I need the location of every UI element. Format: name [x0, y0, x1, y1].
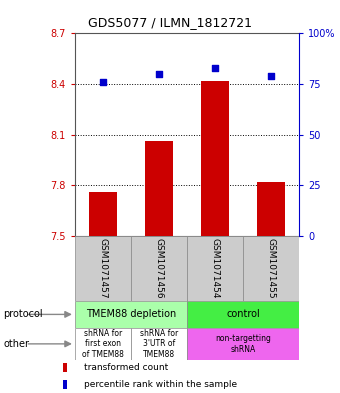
Text: control: control	[226, 309, 260, 320]
Bar	[187, 328, 299, 360]
Bar	[63, 380, 67, 389]
Text: transformed count: transformed count	[84, 363, 169, 372]
Text: TMEM88 depletion: TMEM88 depletion	[86, 309, 176, 320]
Bar	[75, 301, 187, 328]
Text: GSM1071455: GSM1071455	[267, 238, 276, 299]
Point	[156, 71, 162, 77]
Bar	[187, 301, 299, 328]
Text: GSM1071457: GSM1071457	[98, 238, 107, 299]
Bar	[257, 182, 285, 236]
Bar	[63, 363, 67, 372]
Text: shRNA for
first exon
of TMEM88: shRNA for first exon of TMEM88	[82, 329, 124, 359]
Bar	[75, 328, 131, 360]
Text: percentile rank within the sample: percentile rank within the sample	[84, 380, 237, 389]
Text: protocol: protocol	[3, 309, 43, 320]
Point	[100, 79, 105, 85]
Bar	[131, 236, 187, 301]
Bar	[187, 236, 243, 301]
Text: GSM1071456: GSM1071456	[154, 238, 164, 299]
Text: GDS5077 / ILMN_1812721: GDS5077 / ILMN_1812721	[88, 16, 252, 29]
Text: non-targetting
shRNA: non-targetting shRNA	[215, 334, 271, 354]
Point	[212, 65, 218, 71]
Bar	[145, 141, 173, 236]
Bar	[89, 192, 117, 236]
Bar	[75, 236, 131, 301]
Bar	[131, 328, 187, 360]
Text: GSM1071454: GSM1071454	[210, 238, 220, 298]
Bar	[201, 81, 229, 236]
Text: other: other	[3, 339, 29, 349]
Bar	[243, 236, 299, 301]
Text: shRNA for
3'UTR of
TMEM88: shRNA for 3'UTR of TMEM88	[140, 329, 178, 359]
Point	[268, 73, 274, 79]
